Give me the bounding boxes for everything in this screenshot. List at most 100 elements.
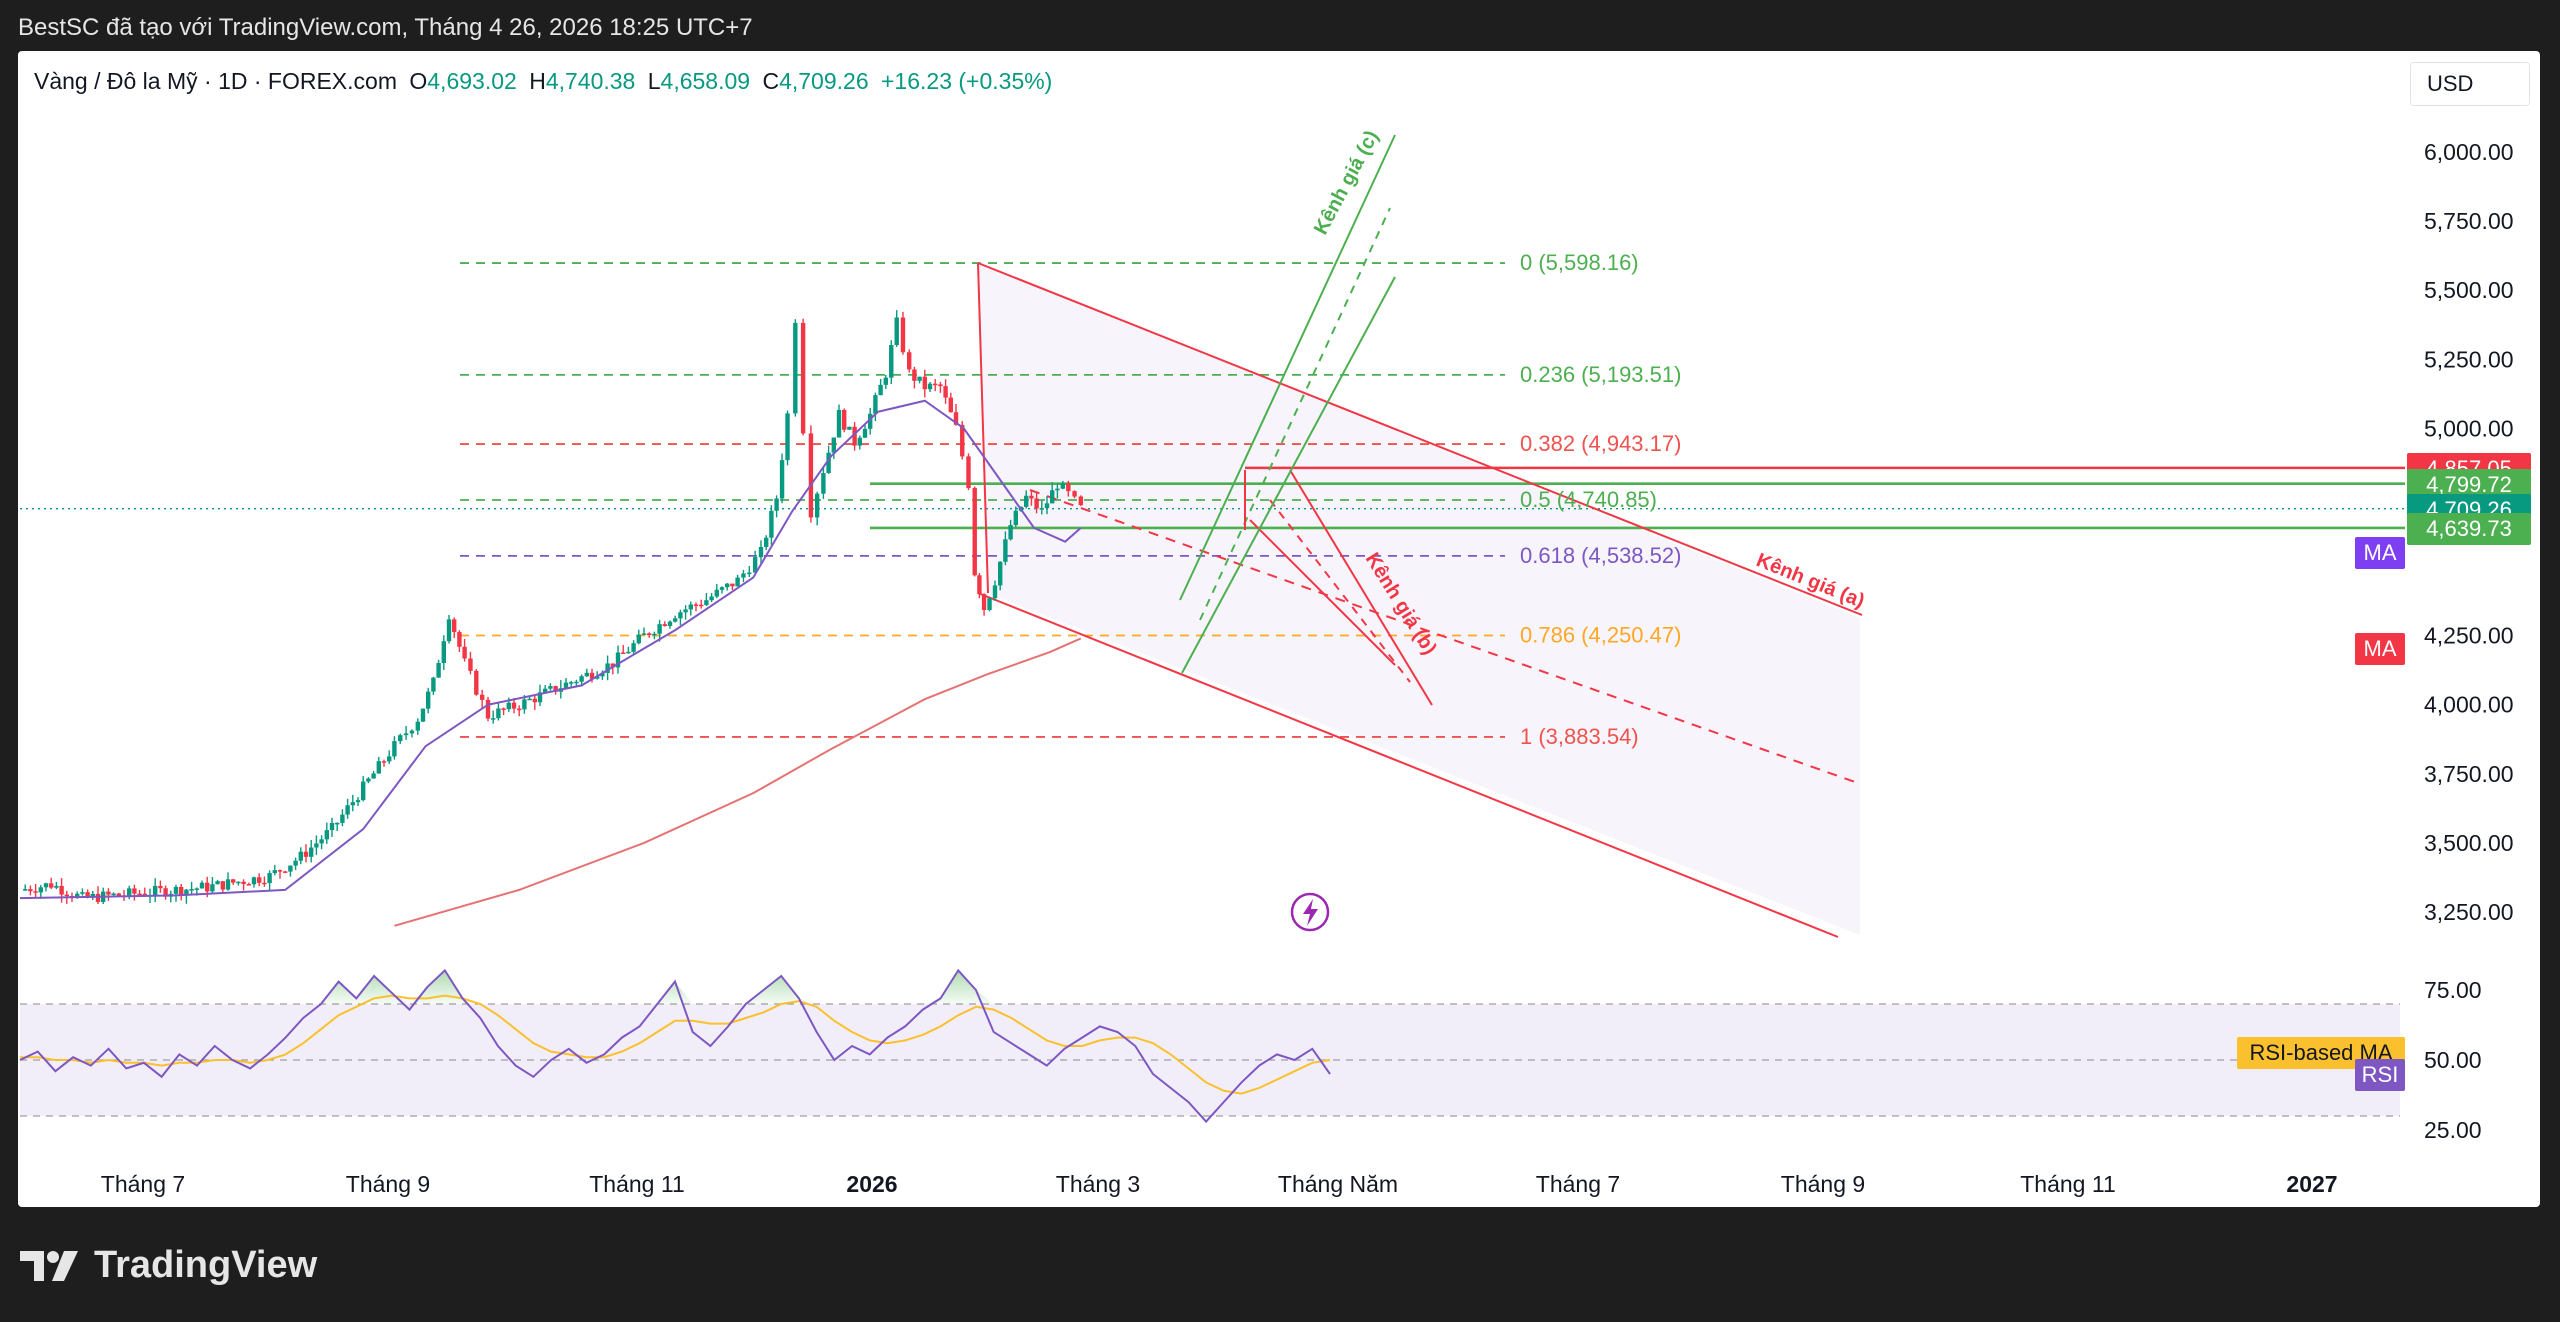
price-badge: 4,639.73 bbox=[2407, 512, 2531, 545]
candle-body bbox=[75, 893, 80, 898]
fib-level-label: 0.382 (4,943.17) bbox=[1520, 431, 1681, 456]
fib-level-label: 0.5 (4,740.85) bbox=[1520, 487, 1657, 512]
candle-body bbox=[199, 882, 205, 889]
candle-body bbox=[457, 632, 462, 647]
candle-body bbox=[1066, 483, 1071, 492]
candle-body bbox=[116, 893, 121, 896]
candle-body bbox=[857, 437, 862, 446]
candle-body bbox=[595, 676, 600, 679]
candle-body bbox=[345, 805, 350, 815]
candle-body bbox=[927, 383, 933, 390]
channel-b-lower[interactable] bbox=[1249, 519, 1396, 666]
candle-body bbox=[506, 702, 511, 710]
candle-body bbox=[137, 893, 142, 896]
candle-body bbox=[821, 473, 826, 494]
candle-body bbox=[462, 646, 467, 659]
candle-body bbox=[80, 892, 85, 894]
ma-short-line[interactable] bbox=[19, 399, 1082, 900]
candle-body bbox=[621, 652, 626, 655]
candle-body bbox=[387, 756, 392, 762]
candle-body bbox=[1055, 488, 1060, 491]
candle-body bbox=[392, 741, 397, 757]
rsi-ma-line[interactable] bbox=[20, 994, 1331, 1095]
candle-body bbox=[922, 376, 927, 390]
candle-body bbox=[179, 886, 184, 896]
candle-body bbox=[992, 585, 998, 599]
candle-body bbox=[563, 682, 569, 689]
candle-body bbox=[673, 618, 678, 622]
rsi-line[interactable] bbox=[19, 968, 1331, 1124]
symbol-legend[interactable]: Vàng / Đô la Mỹ · 1D · FOREX.com O4,693.… bbox=[34, 68, 1052, 95]
ma-badge: MA bbox=[2355, 632, 2405, 665]
candle-body bbox=[574, 681, 579, 684]
price-axis-tick: 6,000.00 bbox=[2424, 139, 2514, 165]
candle-body bbox=[1044, 503, 1050, 509]
candle-body bbox=[873, 395, 878, 414]
brand-name: TradingView bbox=[94, 1244, 318, 1286]
fib-level-label: 1 (3,883.54) bbox=[1520, 724, 1639, 749]
candle-body bbox=[774, 498, 779, 511]
time-axis-tick: 2026 bbox=[846, 1171, 897, 1197]
candle-body bbox=[153, 885, 158, 896]
candle-body bbox=[814, 493, 820, 518]
rsi-axis-tick: 25.00 bbox=[2424, 1117, 2482, 1143]
change-value: +16.23 (+0.35%) bbox=[881, 68, 1053, 94]
candle-body bbox=[693, 604, 699, 606]
candle-body bbox=[966, 456, 971, 489]
candle-body bbox=[527, 698, 532, 701]
candle-body bbox=[189, 889, 194, 891]
channel-c-upper[interactable] bbox=[1179, 134, 1396, 601]
candle-body bbox=[142, 893, 147, 896]
rsi-axis-tick: 75.00 bbox=[2424, 977, 2482, 1003]
candle-body bbox=[1034, 498, 1039, 509]
time-axis-tick: 2027 bbox=[2286, 1171, 2337, 1197]
candle-body bbox=[894, 317, 899, 346]
currency-button[interactable]: USD bbox=[2410, 62, 2530, 106]
channel-c-mid[interactable] bbox=[1199, 207, 1391, 621]
chart-canvas[interactable]: 0 (5,598.16) 0.236 (5,193.51) 0.382 (4,943… bbox=[0, 0, 2560, 1210]
channel-c-lower[interactable] bbox=[1181, 276, 1396, 674]
price-axis-tick: 4,000.00 bbox=[2424, 692, 2514, 718]
candle-body bbox=[431, 677, 436, 692]
candle-body bbox=[501, 708, 506, 710]
candle-body bbox=[709, 596, 714, 601]
candle-body bbox=[277, 870, 283, 872]
price-axis-tick: 5,750.00 bbox=[2424, 208, 2514, 234]
candle-body bbox=[579, 676, 584, 682]
open-label: O bbox=[409, 68, 428, 94]
tradingview-logo[interactable]: TradingView bbox=[20, 1244, 317, 1287]
candle-body bbox=[912, 369, 917, 381]
candle-body bbox=[426, 691, 431, 709]
candle-body bbox=[246, 884, 251, 886]
price-axis-tick: 3,500.00 bbox=[2424, 830, 2514, 856]
candle-body bbox=[251, 877, 257, 885]
candle-body bbox=[415, 721, 420, 731]
candle-body bbox=[688, 604, 693, 610]
candle-body bbox=[355, 800, 361, 803]
channel-a-mid[interactable] bbox=[1029, 489, 1856, 783]
candle-body bbox=[38, 887, 43, 893]
channel-b-upper[interactable] bbox=[1289, 469, 1433, 706]
time-axis-tick: Tháng 3 bbox=[1056, 1171, 1140, 1197]
candle-body bbox=[730, 583, 735, 587]
candle-body bbox=[54, 885, 59, 888]
candle-body bbox=[537, 692, 543, 703]
candle-body bbox=[468, 658, 473, 671]
candle-body bbox=[371, 773, 376, 779]
candle-body bbox=[257, 877, 262, 883]
candle-body bbox=[683, 609, 688, 613]
channel-a-edge[interactable] bbox=[977, 262, 989, 594]
high-label: H bbox=[529, 68, 546, 94]
candle-body bbox=[764, 537, 769, 547]
candle-body bbox=[522, 699, 527, 710]
candle-body bbox=[800, 322, 806, 434]
candle-body bbox=[626, 651, 631, 654]
candle-body bbox=[714, 589, 719, 597]
symbol-name[interactable]: Vàng / Đô la Mỹ · 1D · FOREX.com bbox=[34, 68, 397, 94]
candle-body bbox=[953, 412, 959, 425]
channel-a-lower[interactable] bbox=[977, 592, 1839, 938]
candle-body bbox=[808, 433, 814, 518]
channel-a-upper[interactable] bbox=[977, 262, 1863, 616]
ma-long-line[interactable] bbox=[394, 637, 1082, 927]
price-axis-tick: 5,500.00 bbox=[2424, 277, 2514, 303]
